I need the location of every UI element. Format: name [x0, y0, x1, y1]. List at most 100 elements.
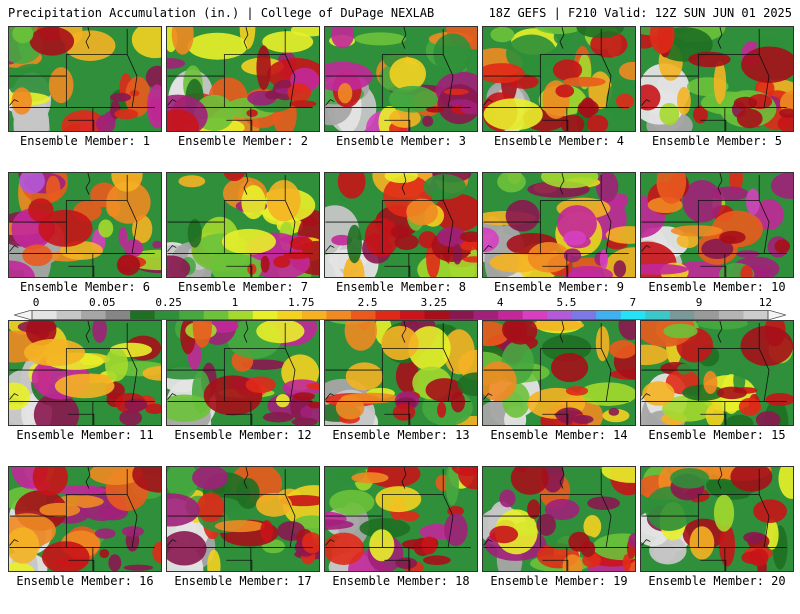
ensemble-member-label: Ensemble Member: 9: [493, 280, 625, 294]
state-boundaries: [9, 321, 155, 425]
ensemble-member-label: Ensemble Member: 16: [16, 574, 154, 588]
precip-map: [324, 26, 478, 132]
state-boundaries: [641, 467, 787, 571]
colorbar-swatch: [620, 310, 646, 320]
ensemble-member-label: Ensemble Member: 6: [19, 280, 151, 294]
precip-map: [324, 320, 478, 426]
state-boundaries: [641, 321, 787, 425]
state-boundaries: [9, 27, 155, 131]
colorbar-swatch: [547, 310, 573, 320]
colorbar-swatch: [154, 310, 180, 320]
colorbar-swatch: [228, 310, 254, 320]
ensemble-member-panel: Ensemble Member: 10: [640, 172, 794, 320]
ensemble-member-label: Ensemble Member: 14: [490, 428, 628, 442]
colorbar-swatch: [449, 310, 475, 320]
figure-title: Precipitation Accumulation (in.) | Colle…: [8, 6, 435, 20]
ensemble-member-label: Ensemble Member: 20: [648, 574, 786, 588]
state-boundaries: [9, 467, 155, 571]
ensemble-member-panel: Ensemble Member: 16: [8, 466, 162, 614]
ensemble-member-panel: Ensemble Member: 11: [8, 320, 162, 468]
colorbar-swatch: [645, 310, 671, 320]
precip-map: [166, 172, 320, 278]
colorbar-label: 12: [758, 296, 772, 309]
ensemble-member-label: Ensemble Member: 5: [651, 134, 783, 148]
colorbar-swatch: [473, 310, 499, 320]
ensemble-member-panel: Ensemble Member: 19: [482, 466, 636, 614]
colorbar-swatch: [498, 310, 524, 320]
precip-map: [166, 466, 320, 572]
ensemble-member-panel: Ensemble Member: 4: [482, 26, 636, 174]
ensemble-member-label: Ensemble Member: 1: [19, 134, 151, 148]
state-boundaries: [325, 27, 471, 131]
colorbar-label: 1.75: [287, 296, 315, 309]
colorbar-legend: 0 0.05 0.25 1 1.75 2.5 3.25 4 5.5 7 9 12: [14, 296, 786, 322]
ensemble-member-panel: Ensemble Member: 13: [324, 320, 478, 468]
ensemble-member-label: Ensemble Member: 13: [332, 428, 470, 442]
colorbar-label: 0: [32, 296, 40, 309]
ensemble-member-label: Ensemble Member: 10: [648, 280, 786, 294]
colorbar-swatch: [743, 310, 769, 320]
state-boundaries: [167, 27, 313, 131]
state-boundaries: [483, 321, 629, 425]
precip-map: [8, 26, 162, 132]
precip-map: [8, 320, 162, 426]
colorbar-left-arrow: [14, 310, 33, 320]
colorbar-swatch: [81, 310, 107, 320]
state-boundaries: [483, 27, 629, 131]
colorbar-swatch: [252, 310, 278, 320]
colorbar-swatch: [301, 310, 327, 320]
ensemble-member-label: Ensemble Member: 7: [177, 280, 309, 294]
precip-map: [640, 26, 794, 132]
colorbar-label: 4: [496, 296, 504, 309]
colorbar-label: 9: [695, 296, 703, 309]
colorbar-swatch: [375, 310, 401, 320]
colorbar-swatch: [179, 310, 205, 320]
ensemble-member-panel: Ensemble Member: 7: [166, 172, 320, 320]
ensemble-member-label: Ensemble Member: 17: [174, 574, 312, 588]
colorbar-swatch: [596, 310, 622, 320]
state-boundaries: [641, 27, 787, 131]
colorbar-right-arrow: [767, 310, 786, 320]
colorbar-label: 5.5: [556, 296, 577, 309]
state-boundaries: [641, 173, 787, 277]
ensemble-member-label: Ensemble Member: 12: [174, 428, 312, 442]
precip-map: [166, 320, 320, 426]
ensemble-member-panel: Ensemble Member: 12: [166, 320, 320, 468]
state-boundaries: [9, 173, 155, 277]
state-boundaries: [483, 173, 629, 277]
precip-map: [640, 172, 794, 278]
colorbar-swatch: [105, 310, 131, 320]
precip-map: [8, 466, 162, 572]
colorbar-swatch: [522, 310, 548, 320]
colorbar-swatch: [56, 310, 82, 320]
ensemble-member-label: Ensemble Member: 3: [335, 134, 467, 148]
state-boundaries: [167, 173, 313, 277]
ensemble-member-label: Ensemble Member: 2: [177, 134, 309, 148]
colorbar-swatch: [32, 310, 58, 320]
colorbar-swatch: [277, 310, 303, 320]
colorbar-swatch: [130, 310, 156, 320]
ensemble-member-panel: Ensemble Member: 6: [8, 172, 162, 320]
ensemble-member-panel: Ensemble Member: 1: [8, 26, 162, 174]
precip-map: [482, 320, 636, 426]
precip-map: [640, 320, 794, 426]
colorbar-label: 3.25: [420, 296, 448, 309]
ensemble-member-label: Ensemble Member: 4: [493, 134, 625, 148]
state-boundaries: [167, 467, 313, 571]
ensemble-member-panel: Ensemble Member: 14: [482, 320, 636, 468]
ensemble-member-panel: Ensemble Member: 17: [166, 466, 320, 614]
colorbar-label: 1: [231, 296, 239, 309]
ensemble-member-panel: Ensemble Member: 9: [482, 172, 636, 320]
ensemble-member-panel: Ensemble Member: 18: [324, 466, 478, 614]
colorbar-label: 2.5: [357, 296, 378, 309]
run-valid-time: 18Z GEFS | F210 Valid: 12Z SUN JUN 01 20…: [488, 6, 792, 20]
state-boundaries: [483, 467, 629, 571]
ensemble-member-label: Ensemble Member: 15: [648, 428, 786, 442]
precip-map: [8, 172, 162, 278]
ensemble-member-panel: Ensemble Member: 15: [640, 320, 794, 468]
precip-map: [482, 26, 636, 132]
colorbar-label: 7: [629, 296, 637, 309]
ensemble-member-panel: Ensemble Member: 8: [324, 172, 478, 320]
ensemble-member-label: Ensemble Member: 8: [335, 280, 467, 294]
colorbar-swatch: [203, 310, 229, 320]
